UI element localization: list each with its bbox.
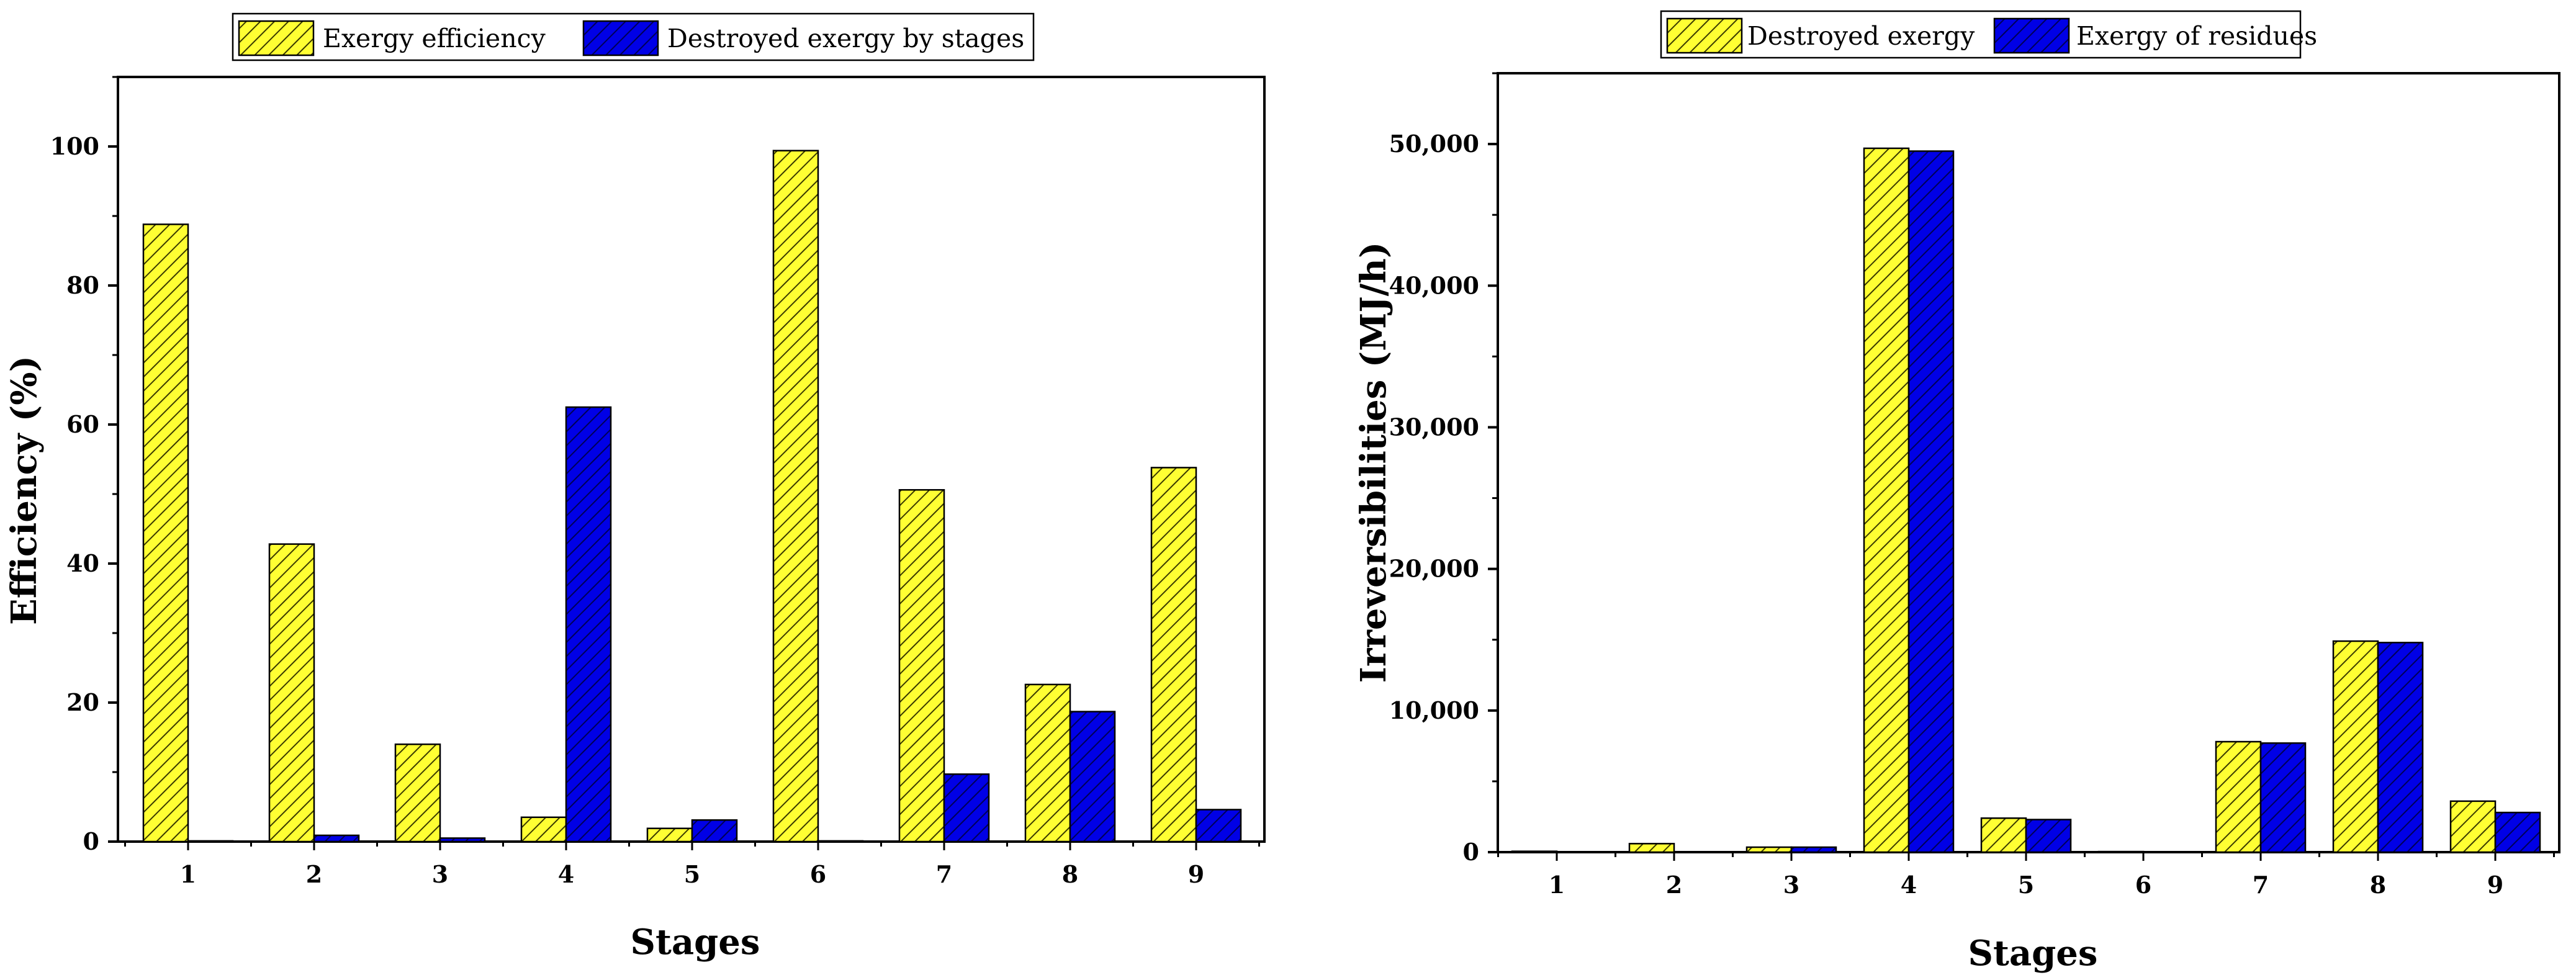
y-tick-label: 50,000 [1389,130,1479,158]
x-tick-label: 5 [684,860,700,888]
bar-series-b-stage-4 [565,406,612,843]
legend: Exergy efficiency Destroyed exergy by st… [232,12,1035,61]
y-tick-label: 30,000 [1389,413,1479,441]
x-tick-label: 6 [810,860,826,888]
legend-swatch-series-a [1666,17,1743,54]
x-axis-title: Stages [1968,933,2098,974]
bar-series-b-stage-8 [1069,711,1116,843]
bar-series-b-stage-8 [2377,642,2424,853]
bar-series-b-stage-6 [817,840,864,843]
efficiency-chart: 0 20 40 60 80 100 1 2 3 4 5 6 7 8 9 Stages Efficiency… [4,12,1266,963]
y-axis-title: Efficiency (%) [4,356,45,625]
bar-series-b-stage-2 [313,834,360,843]
bar-group [1511,147,2541,853]
y-tick-label: 40,000 [1389,271,1479,299]
legend-label-series-a: Destroyed exergy [1747,21,1975,51]
bar-series-a-stage-9 [1150,467,1197,843]
x-axis-ticks: 1 2 3 4 5 6 7 8 9 [124,842,1260,888]
x-tick-label: 7 [936,860,952,888]
legend-label-series-b: Exergy of residues [2076,21,2317,51]
bar-series-b-stage-5 [691,819,738,843]
bar-group [142,150,1242,843]
x-tick-label: 5 [2018,871,2034,899]
y-axis-ticks: 0 20 40 60 80 100 [50,76,118,855]
x-tick-label: 8 [2370,871,2386,899]
bar-series-b-stage-9 [2494,811,2541,853]
x-tick-label: 6 [2135,871,2151,899]
bar-series-a-stage-5 [646,827,693,843]
bar-series-a-stage-4 [1863,147,1910,853]
bar-series-b-stage-9 [1195,809,1242,843]
legend-label-series-b: Destroyed exergy by stages [667,24,1024,53]
legend-swatch-series-b [1993,17,2070,54]
bar-series-b-stage-3 [439,837,486,843]
bar-series-a-stage-1 [142,223,189,843]
bar-series-a-stage-3 [1745,846,1793,853]
x-axis-title: Stages [631,922,760,963]
legend-label-series-a: Exergy efficiency [323,24,546,53]
x-tick-label: 8 [1062,860,1078,888]
y-tick-label: 100 [50,132,99,160]
bar-series-a-stage-8 [1024,683,1071,843]
y-tick-label: 60 [66,410,99,438]
legend-swatch-series-b [582,20,659,56]
bar-series-a-stage-2 [1628,843,1675,853]
y-tick-label: 40 [66,549,99,577]
bar-series-b-stage-7 [2259,742,2307,853]
bar-series-a-stage-5 [1980,817,2027,853]
legend-swatch-series-a [238,20,315,56]
bar-series-b-stage-5 [2025,819,2072,853]
bar-series-a-stage-6 [772,150,819,843]
y-axis-title: Irreversibilities (MJ/h) [1353,242,1394,683]
x-tick-label: 3 [432,860,448,888]
x-tick-label: 2 [306,860,322,888]
x-axis-ticks: 1 2 3 4 5 6 7 8 9 [1497,852,2555,899]
bar-series-a-stage-8 [2332,640,2379,853]
bar-series-b-stage-3 [1790,846,1837,853]
bar-series-a-stage-9 [2449,800,2497,853]
legend: Destroyed exergy Exergy of residues [1660,10,2317,59]
x-tick-label: 1 [1549,871,1565,899]
y-tick-label: 0 [1463,838,1479,866]
bar-series-a-stage-7 [898,489,945,843]
bar-series-a-stage-3 [394,743,441,843]
legend-box [1660,10,2302,59]
y-tick-label: 20,000 [1389,555,1479,583]
y-tick-label: 0 [83,827,99,855]
bar-series-b-stage-1 [187,840,234,843]
x-tick-label: 2 [1666,871,1682,899]
x-tick-label: 4 [558,860,574,888]
x-tick-label: 7 [2253,871,2269,899]
y-tick-label: 80 [66,271,99,299]
bar-series-b-stage-4 [1907,150,1955,853]
y-tick-label: 20 [66,688,99,716]
y-tick-label: 10,000 [1389,696,1479,724]
y-axis-ticks: 0 10,000 20,000 30,000 40,000 50,000 [1389,72,1498,866]
x-tick-label: 3 [1783,871,1799,899]
bar-series-b-stage-7 [943,773,990,843]
x-tick-label: 9 [1188,860,1204,888]
bar-series-a-stage-2 [268,543,315,843]
irreversibilities-chart: 0 10,000 20,000 30,000 40,000 50,000 1 2 3 4 5 6 7 8… [1353,10,2560,974]
x-tick-label: 4 [1901,871,1917,899]
bar-series-a-stage-7 [2215,740,2262,853]
x-tick-label: 1 [180,860,196,888]
bar-series-a-stage-4 [520,816,567,843]
x-tick-label: 9 [2487,871,2503,899]
